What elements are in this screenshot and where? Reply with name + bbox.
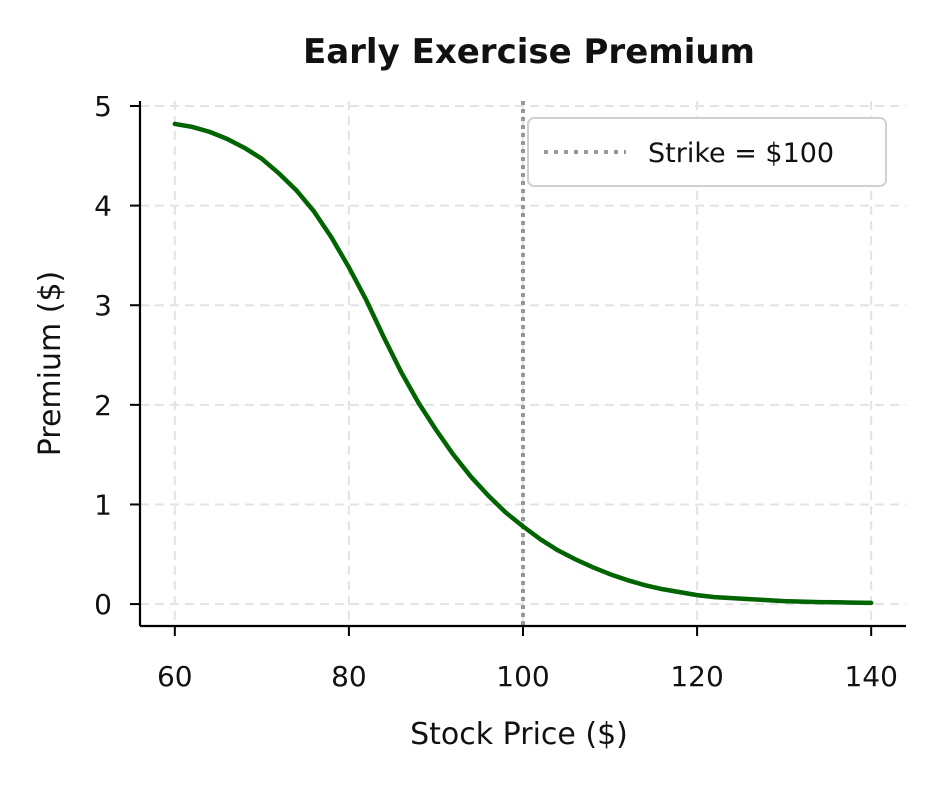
x-tick-label-80: 80 <box>331 660 367 693</box>
y-tick-label-1: 1 <box>94 488 112 521</box>
tick-layer: 60 80 100 120 140 0 1 2 3 4 5 <box>94 90 898 693</box>
y-tick-label-5: 5 <box>94 90 112 123</box>
y-axis-label: Premium ($) <box>33 271 68 457</box>
x-tick-label-100: 100 <box>496 660 549 693</box>
premium-line <box>172 121 874 606</box>
chart-title: Early Exercise Premium <box>303 32 755 72</box>
grid-layer <box>140 101 906 626</box>
y-tick-label-2: 2 <box>94 389 112 422</box>
series-layer <box>172 121 874 606</box>
legend-strike-label: Strike = $100 <box>648 138 834 169</box>
y-tick-label-4: 4 <box>94 190 112 223</box>
y-tick-label-3: 3 <box>94 289 112 322</box>
y-tick-label-0: 0 <box>94 588 112 621</box>
x-tick-label-140: 140 <box>844 660 897 693</box>
legend: Strike = $100 <box>527 117 887 187</box>
legend-box <box>527 117 887 187</box>
x-tick-label-120: 120 <box>670 660 723 693</box>
x-tick-label-60: 60 <box>157 660 193 693</box>
x-axis-label: Stock Price ($) <box>410 717 628 752</box>
